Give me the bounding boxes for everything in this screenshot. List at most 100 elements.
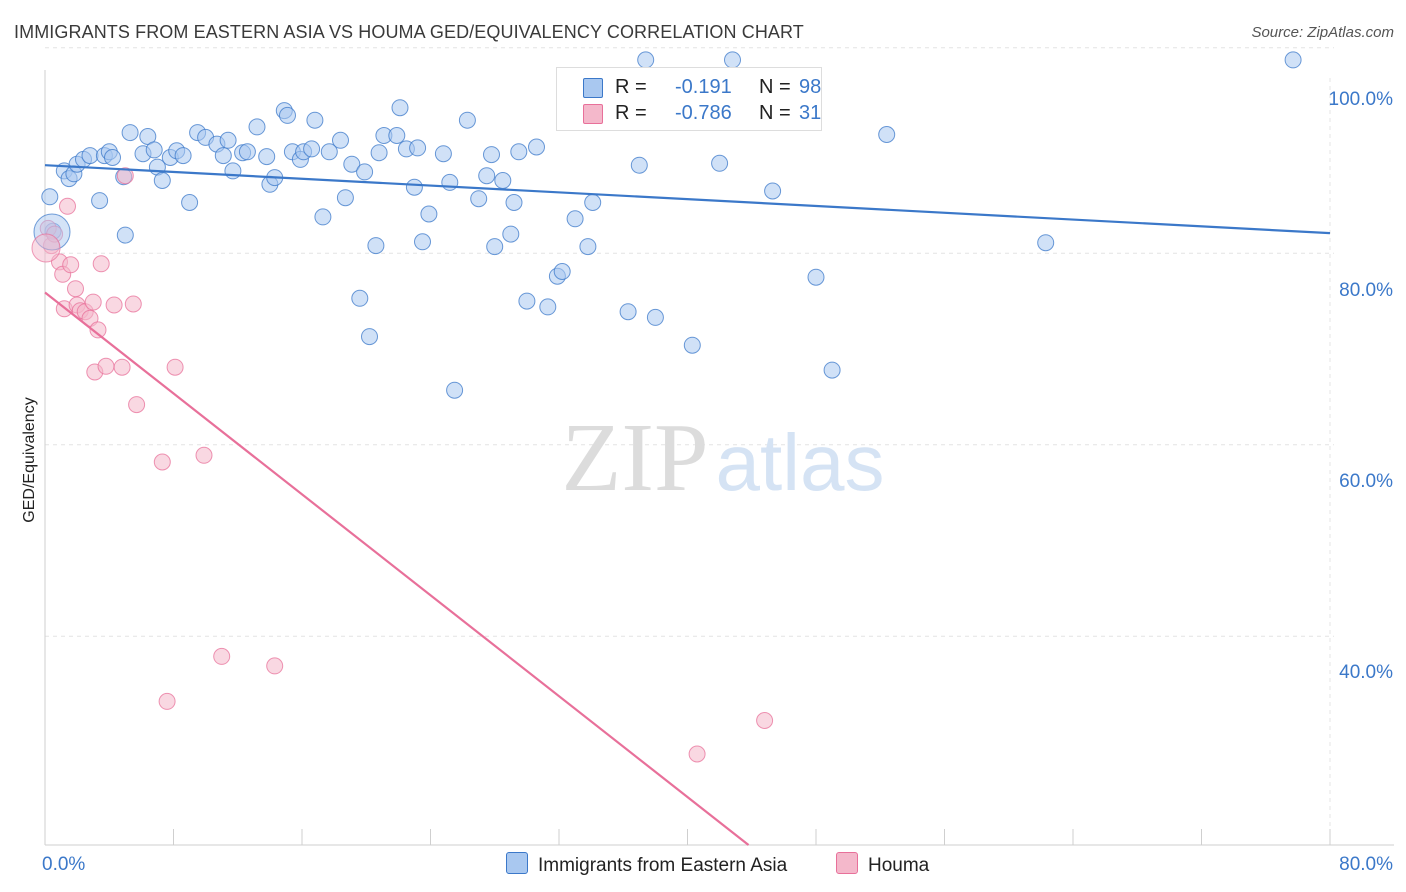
houma-point — [92, 255, 110, 273]
legend-n-label: N = — [759, 102, 791, 124]
eastern-asia-point — [367, 237, 385, 255]
houma-point — [128, 396, 146, 414]
legend-swatch-pink — [836, 852, 858, 874]
eastern-asia-point — [764, 182, 782, 200]
eastern-asia-point — [248, 118, 266, 136]
houma-point — [59, 197, 76, 215]
eastern-asia-point — [91, 192, 109, 210]
eastern-asia-point — [1037, 234, 1055, 252]
eastern-asia-point — [683, 336, 701, 354]
watermark-atlas: atlas — [716, 418, 885, 507]
houma-point — [105, 296, 123, 314]
eastern-asia-point — [104, 149, 121, 166]
eastern-asia-point — [343, 155, 361, 173]
eastern-asia-point — [478, 167, 496, 185]
eastern-asia-point — [1284, 51, 1302, 69]
houma-point — [113, 358, 131, 376]
houma-point — [266, 657, 284, 675]
eastern-asia-point — [470, 190, 488, 208]
eastern-asia-point — [361, 328, 378, 346]
eastern-asia-point — [145, 141, 163, 159]
watermark: ZIP atlas — [562, 404, 885, 512]
points — [31, 51, 1302, 763]
y-tick-label: 80.0% — [1339, 280, 1393, 301]
legend-r-label: R = — [615, 76, 647, 98]
y-tick-label: 100.0% — [1329, 89, 1394, 110]
y-tick-label: 60.0% — [1339, 471, 1393, 492]
legend-label-houma: Houma — [868, 855, 930, 876]
houma-point — [213, 647, 231, 665]
houma-point — [688, 745, 706, 763]
gridlines — [45, 47, 1334, 845]
eastern-asia-point — [505, 194, 523, 211]
eastern-asia-point — [409, 139, 427, 157]
houma-point — [67, 280, 84, 298]
eastern-asia-point — [434, 145, 452, 163]
eastern-asia-point — [724, 51, 741, 69]
eastern-asia-point — [584, 194, 602, 211]
eastern-asia-point — [494, 172, 512, 189]
tick-labels: 40.0% 60.0% 80.0% 100.0% 0.0% 80.0% — [42, 89, 1393, 875]
eastern-asia-point — [446, 381, 464, 399]
eastern-asia-point — [566, 210, 584, 228]
eastern-asia-point — [441, 173, 459, 191]
houma-point — [97, 357, 115, 375]
eastern-asia-point — [458, 111, 476, 129]
eastern-asia-point — [370, 144, 388, 162]
eastern-asia-point — [258, 148, 276, 166]
eastern-asia-point — [351, 289, 369, 307]
eastern-asia-point — [388, 127, 406, 144]
eastern-asia-point — [528, 138, 545, 156]
eastern-asia-point — [414, 233, 431, 251]
eastern-asia-point — [619, 303, 637, 321]
eastern-asia-point — [420, 205, 438, 223]
eastern-asia-point — [878, 126, 896, 143]
watermark-zip: ZIP — [562, 404, 709, 512]
houma-point — [166, 358, 184, 376]
legend-n-value: 31 — [799, 102, 822, 124]
eastern-asia-point — [320, 143, 338, 161]
eastern-asia-point — [579, 238, 597, 256]
eastern-asia-point — [637, 51, 655, 69]
eastern-asia-point — [630, 156, 648, 174]
stats-legend: R = -0.191 N = 98 R = -0.786 N = 31 — [556, 67, 822, 131]
houma-point — [158, 692, 176, 710]
eastern-asia-point — [174, 147, 192, 165]
eastern-asia-point — [81, 147, 99, 165]
bottom-legend-item-eastern-asia: Immigrants from Eastern Asia — [506, 852, 787, 877]
houma-trend-line — [44, 291, 750, 846]
eastern-asia-point — [41, 188, 59, 206]
houma-point — [124, 295, 142, 313]
houma-point — [89, 321, 107, 339]
eastern-asia-point — [807, 268, 825, 286]
houma-cluster-point — [31, 233, 61, 263]
legend-n-value: 98 — [799, 76, 822, 98]
legend-label-eastern-asia: Immigrants from Eastern Asia — [538, 855, 788, 876]
eastern-asia-point — [502, 225, 520, 243]
eastern-asia-point — [332, 131, 349, 149]
houma-point — [153, 453, 171, 471]
eastern-asia-point — [336, 189, 354, 207]
legend-r-value: -0.191 — [675, 76, 732, 98]
eastern-asia-point — [483, 146, 500, 164]
bottom-legend-item-houma: Houma — [836, 852, 929, 877]
eastern-asia-point — [238, 143, 256, 161]
legend-n-label: N = — [759, 76, 791, 98]
eastern-asia-point — [219, 131, 237, 149]
legend-swatch-pink — [583, 104, 603, 124]
eastern-asia-point — [153, 172, 171, 189]
eastern-asia-point — [356, 163, 374, 181]
chart-title: IMMIGRANTS FROM EASTERN ASIA VS HOUMA GE… — [14, 22, 804, 42]
eastern-asia-trend-line — [44, 164, 1331, 235]
houma-point — [116, 167, 134, 185]
eastern-asia-point — [510, 143, 528, 161]
eastern-asia-point — [518, 292, 536, 310]
eastern-asia-point — [405, 178, 423, 196]
trend-lines — [44, 164, 1331, 846]
y-tick-label: 40.0% — [1339, 662, 1393, 683]
houma-point — [195, 446, 213, 464]
eastern-asia-point — [711, 154, 729, 172]
legend-swatch-blue — [506, 852, 528, 874]
eastern-asia-point — [646, 308, 664, 326]
